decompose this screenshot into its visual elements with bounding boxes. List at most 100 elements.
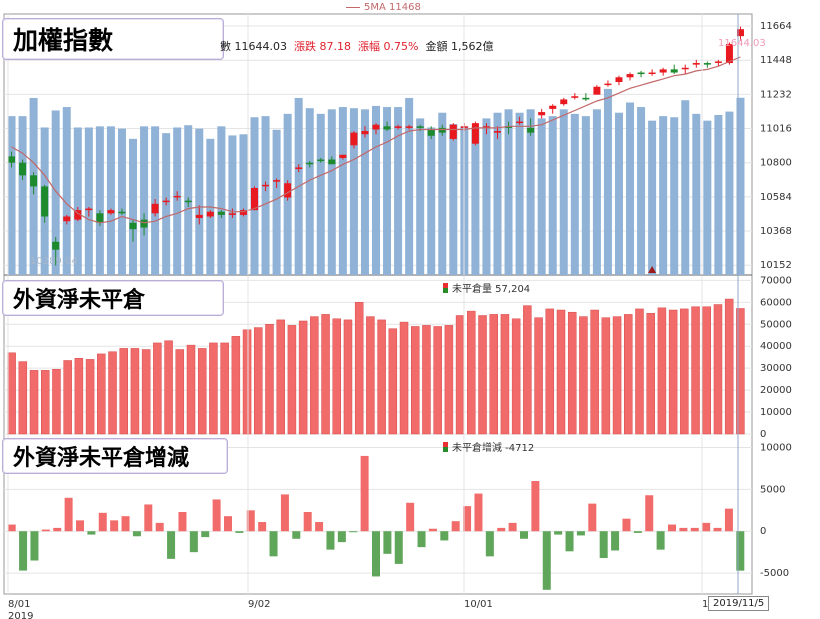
oi-bar [141, 349, 151, 435]
oi-bar [590, 309, 599, 435]
volume-bar [228, 135, 237, 275]
oi-change-bar-down [372, 531, 380, 577]
candle-body [284, 183, 292, 198]
ma-legend-text: 5MA 11468 [364, 2, 421, 13]
price-panel-title-text: 加權指數 [13, 26, 114, 55]
volume-bar [526, 109, 535, 275]
oi-change-bar-down [269, 531, 278, 557]
oi-change-bar-down [656, 531, 665, 550]
oi-tick-label: 20000 [760, 385, 792, 396]
oi-change-bar-down [542, 531, 551, 590]
oi-change-tick-label: 5000 [760, 484, 785, 495]
volume-bar [416, 118, 425, 276]
oi-change-bar-up [53, 527, 62, 532]
oi-change-bar-down [19, 531, 28, 571]
oi-bar [287, 325, 297, 435]
volume-bar [714, 114, 723, 275]
oi-bar [455, 315, 465, 435]
volume-bar [438, 112, 447, 275]
candle-body [85, 208, 93, 211]
volume-bar [173, 127, 182, 275]
oi-bar [624, 314, 633, 435]
price-tick-label: 11016 [760, 124, 792, 135]
index-label: 數 [220, 40, 231, 53]
pct-value: 0.75% [383, 40, 419, 53]
oi-change-bar-up [713, 527, 722, 532]
volume-bar [559, 109, 568, 275]
volume-bar [592, 109, 601, 275]
oi-bar [601, 317, 611, 435]
volume-bar [548, 116, 557, 275]
candle-body [129, 222, 137, 230]
oi-change-legend: 未平倉增減 -4712 [443, 439, 534, 454]
candle-body [648, 72, 656, 75]
oi-change-bar-down [132, 531, 141, 537]
oi-bar [500, 314, 510, 435]
oi-change-bar-up [41, 529, 50, 532]
candle-body [405, 126, 413, 128]
candle-body [273, 180, 281, 182]
candle-body [217, 211, 225, 215]
volume-bar [62, 107, 71, 275]
oi-bar [276, 319, 285, 435]
volume-bar [405, 97, 414, 276]
volume-bar [305, 108, 314, 276]
oi-change-bar-up [315, 522, 324, 532]
candle-body [317, 159, 325, 162]
oi-bar [657, 307, 667, 435]
oi-bar [209, 342, 218, 435]
volume-bar [449, 124, 458, 275]
volume-bar [51, 110, 60, 276]
oi-change-bar-up [702, 522, 711, 532]
candle-body [493, 131, 501, 133]
oi-change-bar-up [497, 527, 506, 532]
oi-bar [29, 370, 39, 435]
oi-bar [7, 352, 16, 435]
oi-change-bar-down [326, 531, 335, 550]
candle-body [8, 156, 16, 163]
volume-bar [736, 97, 745, 276]
oi-change-bar-up [622, 518, 631, 532]
oi-bar [668, 309, 678, 435]
volume-bar [383, 107, 392, 275]
volume-bar [217, 126, 226, 275]
volume-bar [471, 127, 480, 275]
oi-legend-text: 未平倉量 57,204 [452, 284, 531, 295]
marker-triangle [648, 266, 657, 273]
oi-change-bar-up [360, 455, 369, 532]
oi-change-bar-down [565, 531, 574, 552]
volume-bar [703, 120, 712, 276]
candle-body [516, 121, 524, 124]
candle-body [538, 112, 546, 116]
volume-bar [537, 118, 546, 276]
volume-bar [504, 109, 513, 275]
oi-change-bar-down [394, 531, 403, 564]
quote-info: 數 11644.03 漲跌 87.18 漲幅 0.75% 金額 1,562億 [220, 38, 493, 54]
oi-change-bar-down [292, 531, 301, 539]
change-value: 87.18 [319, 40, 352, 53]
oi-bar [310, 316, 319, 435]
candle-body [295, 167, 303, 170]
oi-tick-label: 70000 [760, 275, 792, 286]
oi-change-bar-down [554, 531, 563, 535]
oi-bar [265, 324, 274, 435]
oi-bar [567, 311, 577, 435]
candle-body [118, 211, 126, 214]
oi-bar [724, 298, 734, 435]
oi-bar [433, 326, 442, 435]
oi-bar [197, 348, 207, 435]
oi-change-bar-up [178, 511, 187, 532]
volume-bar [7, 116, 16, 275]
oi-bar [254, 327, 263, 435]
volume-bar [681, 100, 690, 276]
oi-bar [164, 340, 173, 435]
oi-panel-title-text: 外資淨未平倉 [13, 287, 146, 313]
volume-bar [637, 107, 646, 275]
oi-bar [108, 351, 117, 435]
oi-bar [523, 305, 532, 435]
volume-bar [239, 134, 248, 275]
candle-body [703, 63, 711, 65]
oi-change-bar-up [155, 522, 164, 532]
price-tick-label: 10368 [760, 226, 792, 237]
